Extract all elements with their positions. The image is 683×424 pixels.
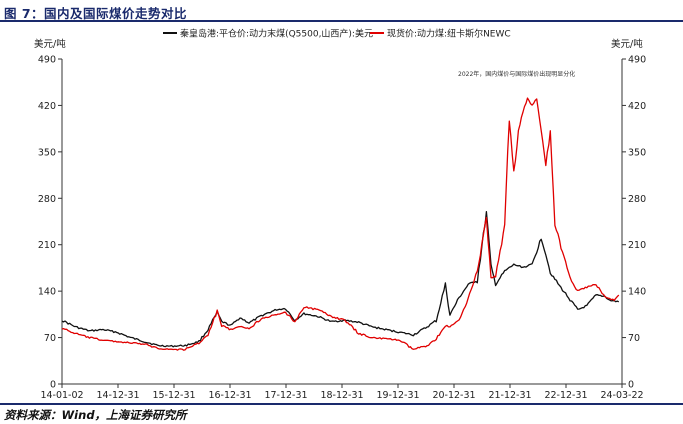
y-tick-label-right: 140: [628, 287, 646, 298]
y-tick-label-right: 210: [628, 240, 646, 251]
y-tick-label-left: 210: [38, 240, 56, 251]
x-tick-label: 24-03-22: [600, 390, 643, 401]
x-tick-label: 17-12-31: [264, 390, 307, 401]
x-tick-label: 15-12-31: [152, 390, 195, 401]
y-tick-label-right: 70: [628, 333, 640, 344]
y-tick-label-right: 420: [628, 101, 646, 112]
x-tick-label: 18-12-31: [320, 390, 363, 401]
series-line-domestic: [61, 211, 620, 348]
y-tick-label-right: 280: [628, 194, 646, 205]
y-tick-label-left: 140: [38, 287, 56, 298]
y-tick-label-right: 490: [628, 55, 646, 66]
y-tick-label-right: 350: [628, 147, 646, 158]
x-tick-label: 21-12-31: [488, 390, 531, 401]
x-tick-label: 14-12-31: [96, 390, 139, 401]
source-note: 资料来源：Wind，上海证券研究所: [4, 408, 187, 422]
y-tick-label-left: 70: [44, 333, 56, 344]
x-tick-label: 19-12-31: [376, 390, 419, 401]
annotation-divergence: 2022年，国内煤价与国际煤价出现明显分化: [458, 70, 575, 78]
legend-label: 现货价:动力煤:纽卡斯尔NEWC: [387, 28, 511, 40]
y-tick-label-left: 0: [50, 380, 56, 391]
y-tick-label-left: 490: [38, 55, 56, 66]
series-line-newc: [61, 97, 620, 351]
y-tick-label-left: 350: [38, 147, 56, 158]
y-tick-label-right: 0: [628, 380, 634, 391]
x-tick-label: 14-01-02: [40, 390, 83, 401]
bottom-rule: [0, 403, 683, 405]
y-tick-label-left: 280: [38, 194, 56, 205]
x-tick-label: 22-12-31: [544, 390, 587, 401]
y-axis-unit-left: 美元/吨: [34, 38, 66, 50]
top-rule: [0, 20, 683, 22]
y-tick-label-left: 420: [38, 101, 56, 112]
y-axis-unit-right: 美元/吨: [611, 38, 643, 50]
x-tick-label: 20-12-31: [432, 390, 475, 401]
figure-title: 图 7：国内及国际煤价走势对比: [4, 6, 188, 21]
legend-label: 秦皇岛港:平仓价:动力末煤(Q5500,山西产):美元: [180, 28, 373, 40]
x-tick-label: 16-12-31: [208, 390, 251, 401]
